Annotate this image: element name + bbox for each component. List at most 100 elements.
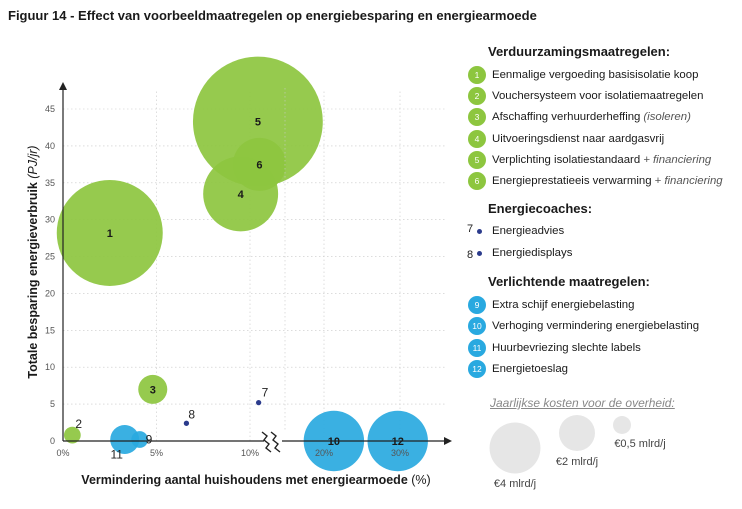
x-axis-title: Vermindering aantal huishoudens met ener… [81, 473, 430, 487]
x-tick-label-0: 0% [56, 448, 69, 458]
legend-label-6: Energieprestatieeis verwarming [492, 175, 652, 188]
y-tick-label-0: 0 [50, 436, 55, 446]
legend-item-5: 5 Verplichting isolatiestandaard + financi… [468, 149, 740, 170]
x-axis-unit: (%) [411, 473, 430, 487]
legend-marker-11: 11 [468, 338, 486, 357]
bubble-8 [183, 420, 190, 426]
legend-item-1: 1 Eenmalige vergoeding basisisolatie koop [468, 64, 740, 85]
legend-label-2: Vouchersysteem voor isolatiemaatregelen [492, 89, 704, 102]
legend-marker-4: 4 [468, 129, 486, 148]
legend-item-4: 4 Uitvoeringsdienst naar aardgasvrij [468, 128, 740, 149]
bubble-label-3: 3 [150, 384, 156, 396]
cost-legend-circle-2 [559, 415, 595, 451]
legend-label-12: Energietoeslag [492, 362, 568, 375]
bubble-5 [192, 56, 323, 187]
x-tick-label-5: 5% [150, 448, 163, 458]
legend-marker-9: 9 [468, 296, 486, 315]
legend-heading-energiecoaches: Energiecoaches: [488, 200, 593, 216]
legend: Verduurzamingsmaatregelen: 1 Eenmalige ve… [467, 44, 740, 380]
legend-number-8: 8 [467, 248, 474, 261]
legend-item-12: 12 Energietoeslag [468, 358, 740, 379]
legend-item-7: 7 Energieadvies [467, 221, 740, 242]
bubble-label-8: 8 [188, 407, 195, 421]
legend-label-11: Huurbevriezing slechte labels [492, 341, 641, 354]
bubble-label-10: 10 [328, 436, 340, 448]
bubble-1 [56, 179, 163, 286]
legend-dot-8 [477, 250, 482, 256]
y-tick-label-5: 5 [50, 399, 55, 409]
bubble-label-7: 7 [262, 386, 269, 400]
cost-legend-label-3: €0,5 mlrd/j [614, 438, 665, 450]
y-tick-label-45: 45 [45, 104, 55, 114]
legend-label-7: Energieadvies [492, 225, 565, 238]
legend-number-7: 7 [467, 223, 474, 236]
bubble-label-6: 6 [256, 159, 262, 171]
legend-marker-1: 1 [468, 65, 486, 84]
bubble-label-9: 9 [146, 433, 153, 447]
legend-marker-3: 3 [468, 108, 486, 127]
y-tick-label-40: 40 [45, 141, 55, 151]
bubble-label-5: 5 [255, 117, 261, 129]
legend-item-6: 6 Energieprestatieeis verwarming + financi… [468, 170, 740, 191]
bubble-label-12: 12 [392, 436, 404, 448]
bubble-label-2: 2 [75, 417, 82, 431]
y-tick-label-10: 10 [45, 362, 55, 372]
figure-title: Figuur 14 - Effect van voorbeeldmaatrege… [8, 8, 537, 23]
axis-break-right [270, 431, 281, 453]
cost-legend-title: Jaarlijkse kosten voor de overheid: [490, 396, 675, 410]
y-tick-label-35: 35 [45, 178, 55, 188]
bubble-9 [131, 431, 149, 448]
legend-note-5: + financiering [643, 153, 712, 166]
y-tick-label-20: 20 [45, 288, 55, 298]
legend-label-1: Eenmalige vergoeding basisisolatie koop [492, 68, 699, 81]
x-axis-arrow [444, 437, 452, 445]
y-axis-title: Totale besparing energieverbruik (PJ/jr) [26, 145, 40, 378]
legend-marker-7: 7 [467, 222, 486, 240]
x-tick-label-30: 30% [391, 448, 409, 458]
bubble-3 [138, 374, 168, 404]
bubble-2 [63, 426, 81, 444]
cost-legend-label-2: €2 mlrd/j [556, 456, 598, 468]
legend-marker-8: 8 [467, 244, 486, 262]
y-tick-label-30: 30 [45, 215, 55, 225]
legend-item-9: 9 Extra schijf energiebelasting [468, 294, 740, 315]
bubble-label-4: 4 [238, 189, 245, 201]
cost-legend-circle-3 [613, 416, 631, 434]
legend-item-11: 11 Huurbevriezing slechte labels [468, 337, 740, 358]
legend-label-4: Uitvoeringsdienst naar aardgasvrij [492, 132, 665, 145]
bubble-11 [110, 425, 140, 455]
bubble-label-1: 1 [107, 228, 113, 240]
legend-label-5: Verplichting isolatiestandaard [492, 153, 641, 166]
x-tick-label-10: 10% [241, 448, 259, 458]
legend-item-10: 10 Verhoging vermindering energiebelastin… [468, 316, 740, 337]
bubble-6 [232, 137, 286, 191]
cost-legend-circle-1 [489, 422, 541, 474]
y-axis-unit: (PJ/jr) [26, 145, 40, 178]
legend-item-2: 2 Vouchersysteem voor isolatiemaatregelen [468, 85, 740, 106]
legend-label-9: Extra schijf energiebelasting [492, 299, 635, 312]
legend-marker-12: 12 [468, 359, 486, 378]
legend-dot-7 [477, 229, 482, 235]
legend-note-6: + financiering [654, 175, 723, 188]
cost-legend-label-1: €4 mlrd/j [494, 478, 536, 490]
legend-label-8: Energiedisplays [492, 246, 573, 259]
legend-item-8: 8 Energiedisplays [467, 242, 740, 263]
x-tick-label-20: 20% [315, 448, 333, 458]
y-tick-label-25: 25 [45, 252, 55, 262]
legend-marker-6: 6 [468, 172, 486, 191]
axis-break-left [261, 431, 272, 453]
legend-heading-verlichtende: Verlichtende maatregelen: [488, 274, 650, 290]
y-axis-arrow [59, 82, 67, 90]
legend-marker-10: 10 [468, 317, 486, 336]
legend-label-3: Afschaffing verhuurderheffing [492, 111, 641, 124]
legend-heading-verduurzaming: Verduurzamingsmaatregelen: [488, 44, 671, 59]
bubble-label-11: 11 [110, 448, 123, 462]
legend-note-3: (isoleren) [643, 111, 691, 124]
legend-marker-5: 5 [468, 150, 486, 169]
bubble-7 [255, 399, 262, 406]
legend-marker-2: 2 [468, 86, 486, 105]
legend-item-3: 3 Afschaffing verhuurderheffing (isoleren) [468, 107, 740, 128]
y-tick-label-15: 15 [45, 325, 55, 335]
legend-label-10: Verhoging vermindering energiebelasting [492, 320, 700, 333]
